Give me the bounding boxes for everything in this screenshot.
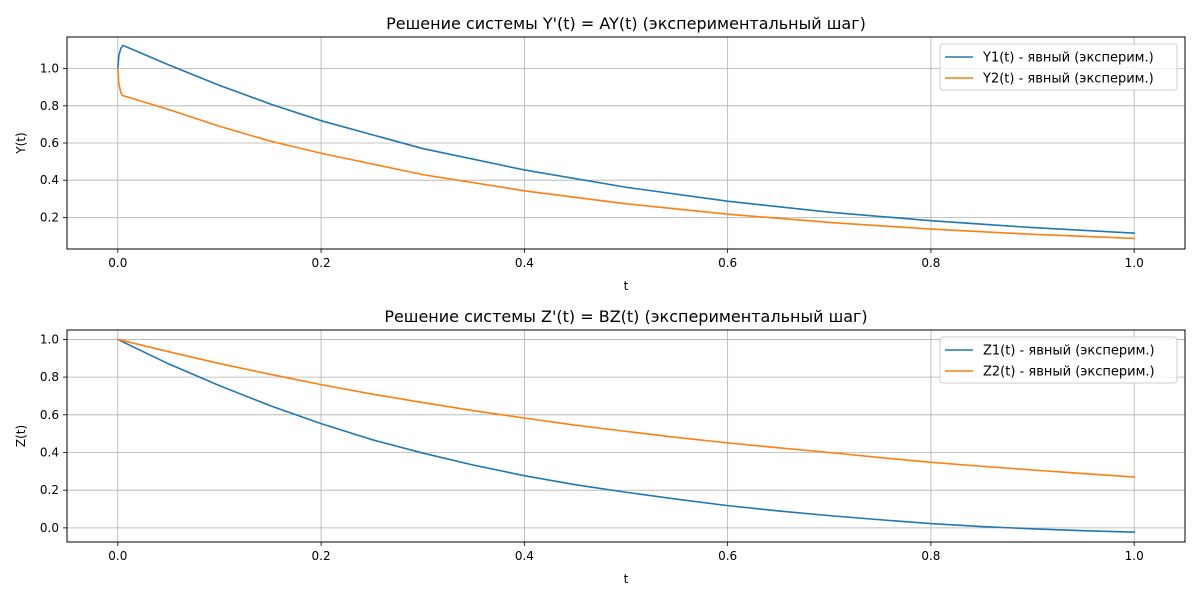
plot-frame [66, 329, 1186, 543]
x-tick-label: 0.0 [108, 549, 127, 563]
x-tick-label: 0.8 [921, 549, 940, 563]
series-line-1 [116, 44, 1136, 235]
ticks-group: 0.0 0.2 0.4 0.6 0.8 1.0 0.2 0.4 0.6 0.8 1.0 [40, 62, 1144, 270]
legend-label-z1: Z1(t) - явный (эксперим.) [983, 344, 1155, 359]
y-tick-label: 0.0 [40, 521, 59, 535]
y-tick-label: 0.8 [40, 370, 59, 384]
x-tick-label: 0.6 [718, 549, 737, 563]
y-axis-label: Y(t) [14, 132, 28, 154]
y-tick-label: 1.0 [40, 62, 59, 76]
legend-entry-y1: Y1(t) - явный (эксперим.) [945, 51, 1154, 66]
x-tick-label: 0.2 [312, 549, 331, 563]
x-tick-label: 0.6 [718, 256, 737, 270]
legend-label-y2: Y2(t) - явный (эксперим.) [982, 72, 1154, 87]
y-tick-label: 0.6 [40, 408, 59, 422]
legend-entry-z2: Z2(t) - явный (эксперим.) [945, 365, 1155, 380]
chart-y-system: 0.0 0.2 0.4 0.6 0.8 1.0 0.2 0.4 0.6 0.8 1.0 Решени… [14, 14, 1186, 293]
legend: Y1(t) - явный (эксперим.) Y2(t) - явный … [939, 43, 1178, 91]
legend-label-z2: Z2(t) - явный (эксперим.) [983, 365, 1155, 380]
y-tick-label: 0.2 [40, 483, 59, 497]
series-line-2 [116, 67, 1136, 240]
legend-entry-z1: Z1(t) - явный (эксперим.) [945, 344, 1155, 359]
chart-title: Решение системы Y'(t) = AY(t) (экспериме… [386, 14, 866, 33]
y-tick-label: 0.4 [40, 173, 59, 187]
legend-label-y1: Y1(t) - явный (эксперим.) [982, 51, 1154, 66]
series-group [116, 44, 1136, 240]
legend-entry-y2: Y2(t) - явный (эксперим.) [945, 72, 1154, 87]
x-tick-label: 1.0 [1125, 549, 1144, 563]
y-tick-label: 1.0 [40, 332, 59, 346]
chart-z-system: 0.0 0.2 0.4 0.6 0.8 1.0 0.0 0.2 0.4 0.6 0.8 1.0 Реш… [14, 307, 1186, 586]
y-tick-label: 0.8 [40, 99, 59, 113]
y-axis-label: Z(t) [14, 425, 28, 447]
series-group [116, 338, 1136, 534]
series-line-1 [116, 338, 1136, 534]
x-tick-label: 0.2 [312, 256, 331, 270]
x-tick-label: 0.4 [515, 549, 534, 563]
x-tick-label: 0.8 [921, 256, 940, 270]
series-line-2 [116, 338, 1136, 478]
x-axis-label: t [624, 279, 629, 293]
legend-box [939, 43, 1178, 91]
chart-title: Решение системы Z'(t) = BZ(t) (экспериме… [384, 307, 867, 326]
x-tick-label: 0.0 [108, 256, 127, 270]
x-tick-label: 1.0 [1125, 256, 1144, 270]
ticks-group: 0.0 0.2 0.4 0.6 0.8 1.0 0.0 0.2 0.4 0.6 0.8 1.0 [40, 332, 1144, 563]
legend: Z1(t) - явный (эксперим.) Z2(t) - явный … [939, 336, 1178, 384]
x-tick-label: 0.4 [515, 256, 534, 270]
y-tick-label: 0.4 [40, 445, 59, 459]
y-tick-label: 0.2 [40, 210, 59, 224]
x-axis-label: t [624, 572, 629, 586]
legend-box [939, 336, 1178, 384]
y-tick-label: 0.6 [40, 136, 59, 150]
